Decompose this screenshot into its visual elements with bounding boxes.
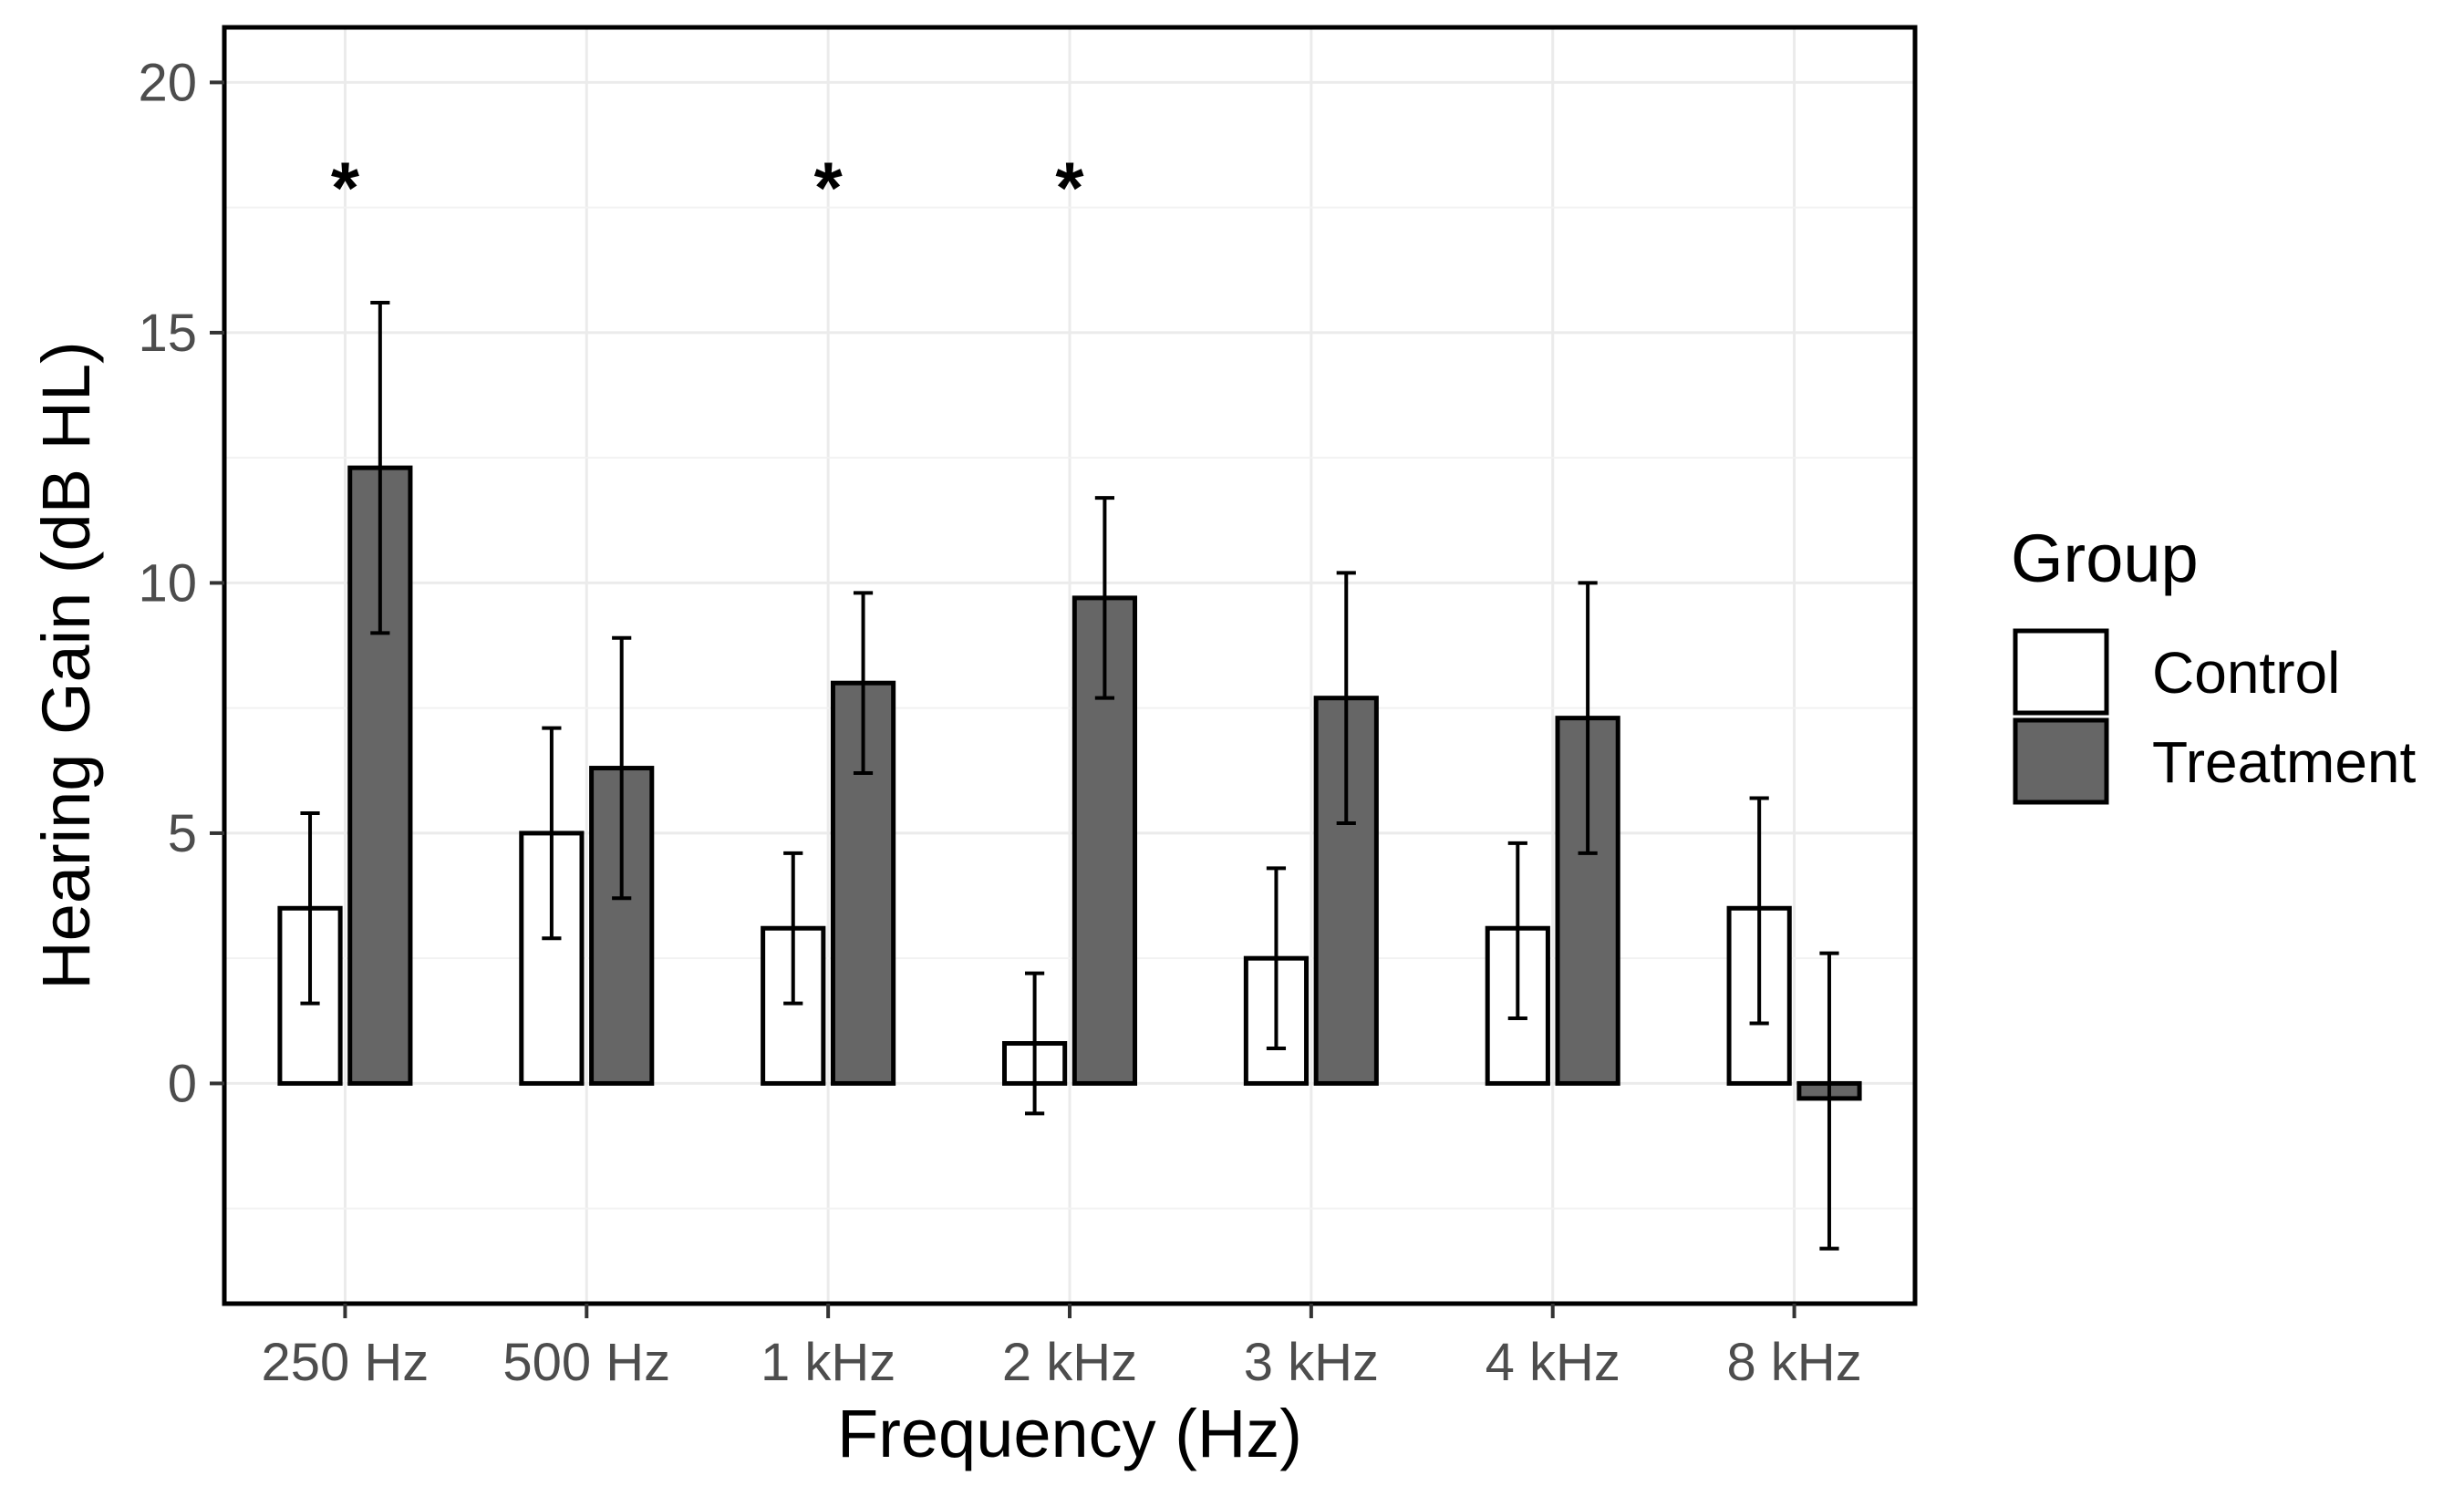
- y-axis-title: Hearing Gain (dB HL): [28, 341, 104, 990]
- y-tick-label: 10: [138, 553, 197, 613]
- legend-title: Group: [2011, 521, 2199, 596]
- significance-marker: *: [331, 148, 360, 229]
- legend-label-control: Control: [2152, 640, 2340, 706]
- y-tick-label: 15: [138, 304, 197, 363]
- significance-marker: *: [1055, 148, 1084, 229]
- legend-key-treatment: [2013, 717, 2109, 805]
- x-tick-label: 8 kHz: [1726, 1333, 1861, 1392]
- legend: Group Control Treatment: [2011, 521, 2417, 805]
- x-axis: 250 Hz 500 Hz 1 kHz 2 kHz 3 kHz 4 kHz 8 kHz: [262, 1304, 1862, 1392]
- legend-label-treatment: Treatment: [2152, 729, 2417, 795]
- y-tick-label: 0: [168, 1054, 197, 1113]
- y-tick-label: 5: [168, 804, 197, 863]
- x-tick-label: 250 Hz: [262, 1333, 430, 1392]
- legend-key-control: [2013, 628, 2109, 716]
- x-axis-title: Frequency (Hz): [837, 1396, 1302, 1471]
- x-tick-label: 2 kHz: [1002, 1333, 1137, 1392]
- grid-lines: [224, 27, 1915, 1304]
- y-tick-label: 20: [138, 53, 197, 112]
- x-tick-label: 4 kHz: [1486, 1333, 1620, 1392]
- significance-annotations: * * *: [331, 148, 1085, 229]
- x-tick-label: 3 kHz: [1244, 1333, 1379, 1392]
- x-tick-label: 500 Hz: [502, 1333, 670, 1392]
- error-bars: [300, 300, 1839, 1251]
- significance-marker: *: [814, 148, 844, 229]
- y-axis: 0 5 10 15 20: [138, 53, 224, 1113]
- x-tick-label: 1 kHz: [761, 1333, 896, 1392]
